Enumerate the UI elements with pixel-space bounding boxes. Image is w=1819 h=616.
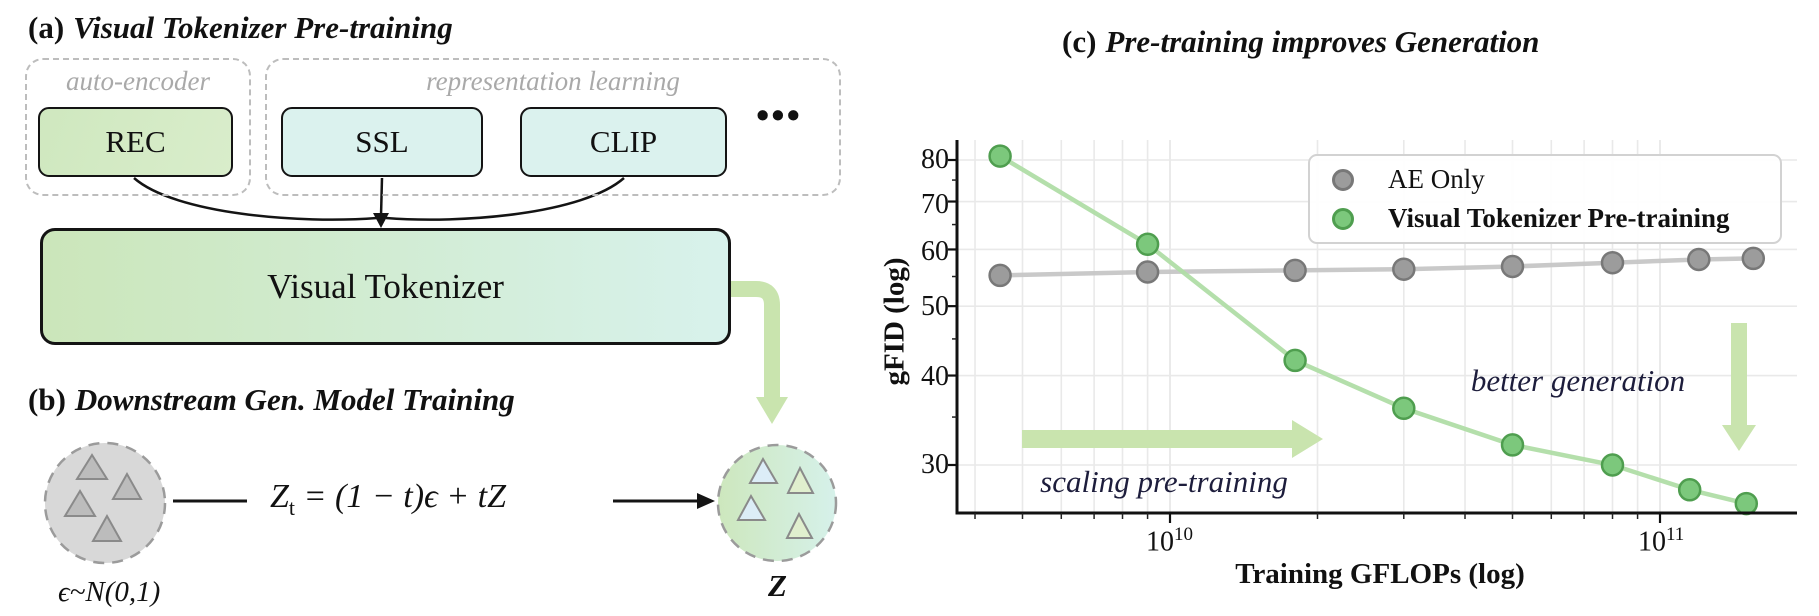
annotation-better-generation: better generation <box>1470 363 1686 398</box>
clip-box: CLIP <box>520 107 727 177</box>
panel-a-prefix: (a) <box>28 10 65 45</box>
auto-encoder-label: auto-encoder <box>66 66 210 96</box>
panel-c-title: (c) Pre-training improves Generation <box>1062 24 1539 60</box>
legend-marker-green <box>1332 207 1354 230</box>
y-tick-40: 40 <box>921 361 949 392</box>
x-tick-1e11: 1011 <box>1638 524 1684 558</box>
flow-matching-equation: Zt = (1 − t)ϵ + tZ <box>270 478 506 521</box>
rec-to-tokenizer-curve <box>133 177 378 221</box>
legend-marker-gray <box>1332 168 1354 191</box>
y-tick-60: 60 <box>921 236 949 267</box>
panel-b-title-text: Downstream Gen. Model Training <box>74 382 515 417</box>
x-tick-1e10-exp: 10 <box>1174 524 1193 545</box>
chart-axes <box>948 140 1797 523</box>
y-tick-30: 30 <box>921 449 949 480</box>
tokenizer-connectors <box>133 177 625 228</box>
annotation-scaling-pretraining: scaling pre-training <box>1040 464 1288 499</box>
rec-box: REC <box>38 107 233 177</box>
panel-a-title: (a) Visual Tokenizer Pre-training <box>28 10 453 46</box>
scaling-arrow-right <box>1022 420 1323 458</box>
ssl-to-tokenizer-line <box>379 177 384 217</box>
panel-c-title-text: Pre-training improves Generation <box>1105 24 1540 59</box>
panel-b-title: (b) Downstream Gen. Model Training <box>28 382 515 418</box>
x-tick-1e10-base: 10 <box>1146 526 1174 558</box>
legend-label-ae-only: AE Only <box>1388 164 1485 194</box>
equation-rest: = (1 − t)ϵ + tZ <box>295 478 507 515</box>
auto-encoder-group: auto-encoder <box>25 58 251 196</box>
chart-legend: AE Only Visual Tokenizer Pre-training <box>1308 154 1782 244</box>
legend-label-pretraining: Visual Tokenizer Pre-training <box>1388 203 1730 233</box>
x-tick-1e11-base: 10 <box>1638 526 1666 558</box>
more-methods-ellipsis: ••• <box>756 95 802 137</box>
ssl-box: SSL <box>281 107 483 177</box>
panel-a-title-text: Visual Tokenizer Pre-training <box>73 10 453 45</box>
y-tick-70: 70 <box>921 189 949 220</box>
noise-label: ϵ~N(0,1) <box>58 576 161 608</box>
panel-b-prefix: (b) <box>28 382 66 417</box>
legend-entry-pretraining: Visual Tokenizer Pre-training <box>1310 203 1780 234</box>
tokenizer-arrowhead <box>373 213 389 228</box>
visual-tokenizer-box: Visual Tokenizer <box>40 228 731 345</box>
representation-learning-label: representation learning <box>426 66 680 96</box>
x-tick-1e11-exp: 11 <box>1666 524 1685 545</box>
latent-label: Z <box>768 568 787 603</box>
y-tick-50: 50 <box>921 291 949 322</box>
tokenizer-to-z-arrow <box>731 281 788 424</box>
x-axis-label: Training GFLOPs (log) <box>1235 558 1525 590</box>
equation-sub: t <box>288 494 296 520</box>
equation-var: Z <box>270 478 289 515</box>
noise-distribution-circle <box>43 441 167 565</box>
better-arrow-down <box>1722 323 1756 451</box>
x-tick-1e10: 1010 <box>1146 524 1193 558</box>
clip-to-tokenizer-curve <box>385 177 625 221</box>
legend-entry-ae-only: AE Only <box>1310 164 1780 195</box>
chart-annotation-arrows <box>1022 323 1756 458</box>
chart-series <box>988 144 1766 516</box>
latent-distribution-circle <box>716 443 838 563</box>
y-tick-80: 80 <box>921 144 949 175</box>
representation-learning-group: representation learning <box>265 58 841 196</box>
flow-connectors <box>173 493 715 509</box>
panel-c-prefix: (c) <box>1062 24 1097 59</box>
y-axis-label: gFID (log) <box>878 257 911 386</box>
